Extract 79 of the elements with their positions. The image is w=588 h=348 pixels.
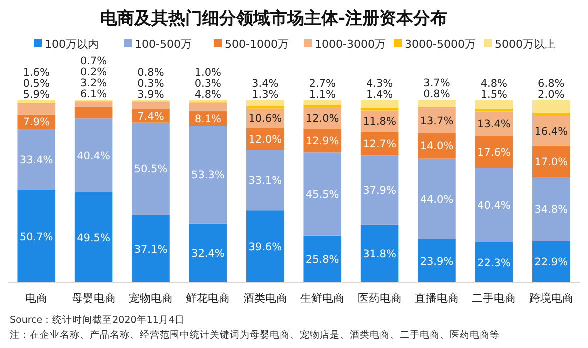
data-label: 4.8% (480, 78, 508, 90)
data-label: 14.0% (420, 140, 454, 153)
legend-label: 3000-5000万 (405, 38, 476, 51)
x-tick-label: 鲜花电商 (186, 292, 230, 305)
data-label: 12.9% (306, 136, 340, 148)
data-label: 49.5% (77, 232, 110, 244)
data-label: 37.9% (363, 184, 396, 197)
data-label: 37.1% (134, 244, 168, 256)
data-label: 32.4% (192, 248, 225, 260)
x-tick-label: 二手电商 (472, 292, 516, 305)
data-label: 50.5% (134, 164, 168, 176)
data-label: 1.5% (480, 88, 508, 101)
data-label: 4.8% (194, 89, 222, 102)
data-label: 22.3% (478, 257, 511, 270)
legend-label: 100万以内 (45, 38, 99, 51)
data-label: 3.2% (80, 78, 108, 90)
data-label: 4.3% (366, 78, 394, 90)
data-label: 39.6% (248, 241, 282, 254)
data-label: 0.3% (194, 78, 222, 90)
data-label: 8.1% (194, 114, 222, 126)
chart-title: 电商及其热门细分领域市场主体-注册资本分布 (100, 9, 448, 29)
data-label: 40.4% (77, 150, 110, 162)
data-label: 12.0% (248, 134, 282, 146)
x-tick-label: 母婴电商 (72, 292, 116, 305)
x-tick-label: 跨境电商 (529, 292, 574, 305)
x-tick-label: 宠物电商 (129, 292, 173, 305)
data-label: 50.7% (20, 231, 54, 244)
data-label: 2.7% (309, 78, 336, 90)
data-label: 5.9% (23, 88, 50, 101)
data-label: 45.5% (306, 188, 340, 201)
data-label: 25.8% (306, 254, 340, 266)
data-label: 1.0% (194, 67, 222, 80)
data-label: 22.9% (534, 256, 568, 269)
data-label: 1.1% (309, 88, 336, 101)
data-label: 31.8% (363, 248, 396, 261)
data-label: 53.3% (192, 170, 225, 182)
data-label: 34.8% (534, 204, 568, 216)
data-label: 16.4% (534, 126, 568, 138)
data-label: 1.6% (23, 66, 50, 79)
data-label: 6.1% (80, 88, 108, 101)
legend-label: 5000万以上 (495, 38, 556, 51)
data-label: 3.7% (424, 78, 450, 90)
data-label: 3.4% (252, 78, 279, 90)
data-label: 17.6% (478, 146, 511, 159)
text: 注：在企业名称、产品名称、经营范围中统计关键词为母婴电商、宠物店是、酒类电商、二手电商、医药电商等 (10, 329, 500, 341)
data-label: 13.7% (420, 115, 454, 128)
data-label: 33.1% (248, 175, 282, 188)
source-note: Source：统计时间截至2020年11月4日 (10, 314, 185, 326)
data-label: 0.5% (23, 78, 50, 90)
data-label: 6.8% (538, 78, 565, 90)
x-tick-label: 电商 (26, 292, 48, 305)
data-label: 0.8% (138, 66, 164, 79)
data-label: 1.3% (252, 88, 279, 101)
x-tick-label: 生鲜电商 (300, 292, 345, 305)
data-label: 3.9% (138, 88, 164, 101)
data-label: 1.4% (366, 89, 394, 102)
data-label: 44.0% (420, 194, 454, 206)
data-label: 40.4% (478, 200, 511, 212)
data-label: 0.8% (424, 88, 450, 101)
data-label: 12.0% (306, 112, 340, 125)
data-label: 10.6% (248, 113, 282, 126)
data-label: 0.3% (138, 78, 164, 90)
data-label: 17.0% (534, 156, 568, 169)
data-label: 23.9% (420, 256, 454, 268)
data-label: 33.4% (20, 154, 54, 166)
data-label: 2.0% (538, 89, 565, 102)
data-label: 7.4% (138, 110, 164, 123)
data-label: 0.2% (80, 66, 108, 79)
data-label: 12.7% (363, 138, 396, 151)
x-tick-label: 酒类电商 (243, 292, 288, 305)
data-label: 7.9% (23, 116, 50, 129)
legend-label: 100-500万 (135, 38, 192, 51)
x-tick-label: 医药电商 (358, 292, 402, 305)
legend-label: 1000-3000万 (315, 38, 386, 51)
data-label: 13.4% (478, 118, 511, 131)
legend-label: 500-1000万 (225, 38, 289, 51)
x-tick-label: 直播电商 (415, 292, 459, 305)
data-label: 0.7% (80, 56, 108, 68)
data-label: 11.8% (363, 116, 396, 128)
